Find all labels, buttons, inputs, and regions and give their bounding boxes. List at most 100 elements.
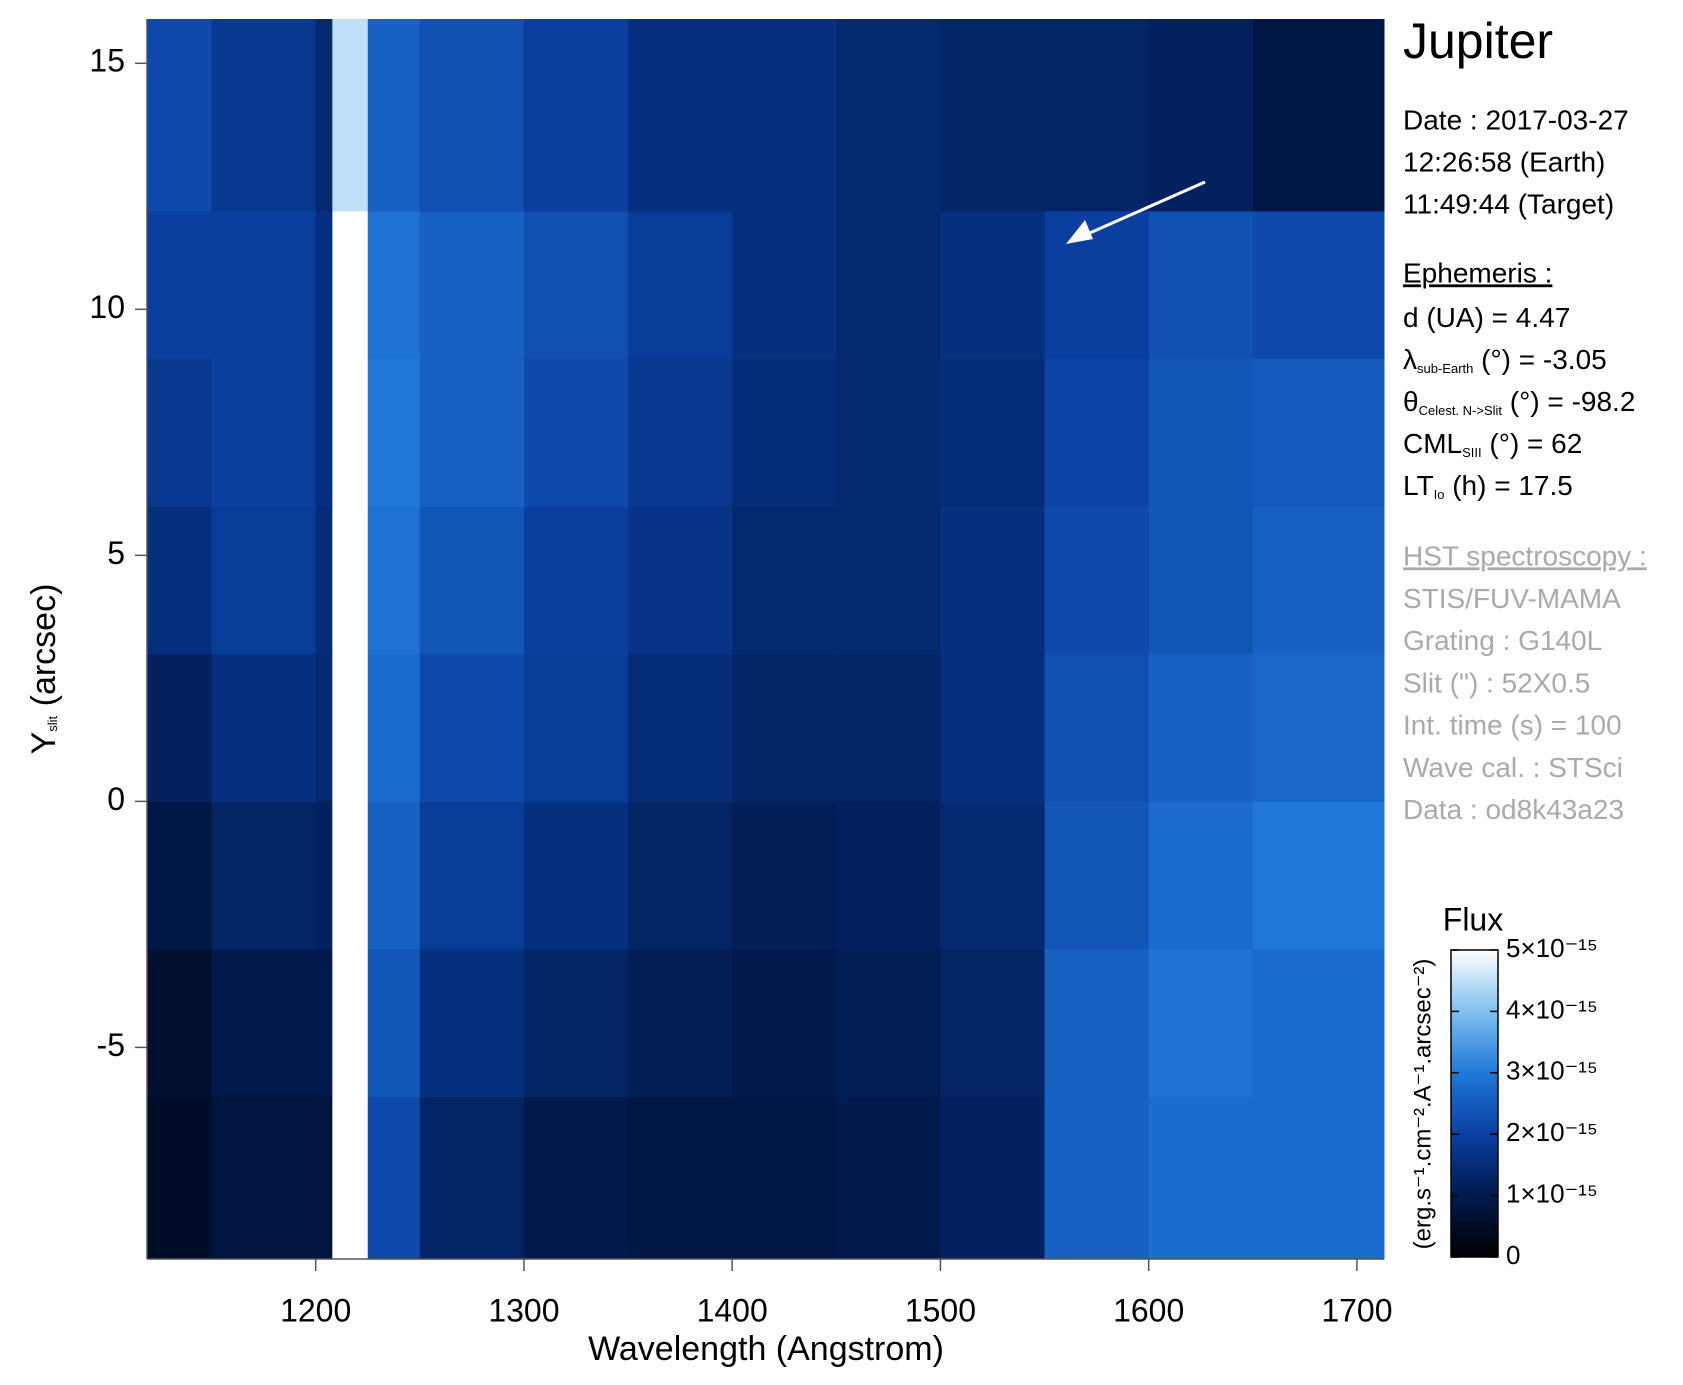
x-axis-title: Wavelength (Angstrom) bbox=[588, 1330, 944, 1368]
heatmap-cell bbox=[315, 210, 333, 360]
heatmap-cell bbox=[1148, 358, 1254, 507]
heatmap-cell bbox=[836, 358, 941, 507]
heatmap-cell bbox=[523, 801, 629, 950]
heatmap-cell bbox=[1252, 210, 1385, 360]
heatmap-cell bbox=[836, 653, 941, 802]
heatmap-cell bbox=[836, 210, 941, 360]
heatmap-cell bbox=[732, 949, 837, 1098]
heatmap-cell bbox=[315, 19, 333, 212]
heatmap-cell bbox=[211, 210, 317, 360]
heatmap-cell bbox=[367, 19, 421, 212]
ephemeris-line-part: d (UA) = 4.47 bbox=[1403, 302, 1570, 333]
heatmap-cell bbox=[1044, 210, 1150, 360]
heatmap-cell bbox=[1148, 210, 1254, 360]
heatmap-cell bbox=[732, 210, 837, 360]
heatmap-cell bbox=[315, 653, 333, 802]
heatmap-cell bbox=[211, 949, 317, 1098]
heatmap-cell bbox=[940, 358, 1046, 507]
y-tick-label: -5 bbox=[97, 1027, 125, 1063]
heatmap-cell bbox=[1148, 19, 1254, 212]
heatmap-cell bbox=[732, 801, 837, 950]
heatmap-cell bbox=[147, 653, 213, 802]
heatmap-cell bbox=[1252, 949, 1385, 1098]
instrument-line: Grating : G140L bbox=[1403, 626, 1602, 657]
colorbar bbox=[1450, 949, 1499, 1258]
heatmap-cell bbox=[1044, 949, 1150, 1098]
heatmap-cell bbox=[367, 358, 421, 507]
heatmap-cell bbox=[732, 1096, 837, 1260]
heatmap-cell bbox=[211, 1096, 317, 1260]
ephemeris-line-part: (°) = 62 bbox=[1482, 428, 1583, 459]
heatmap-cell bbox=[628, 210, 733, 360]
heatmap-cell bbox=[367, 949, 421, 1098]
heatmap-cell bbox=[523, 210, 629, 360]
colorbar-tick-label: 5×10⁻¹⁵ bbox=[1506, 933, 1598, 963]
x-tick-label: 1400 bbox=[697, 1292, 768, 1328]
info-line: 12:26:58 (Earth) bbox=[1403, 146, 1605, 177]
heatmap-cell bbox=[419, 19, 525, 212]
ephemeris-line: LTIo (h) = 17.5 bbox=[1403, 470, 1573, 502]
heatmap-cell bbox=[211, 506, 317, 655]
ephemeris-line-part: (°) = -3.05 bbox=[1473, 344, 1606, 375]
heatmap-cell bbox=[1044, 1096, 1150, 1260]
y-tick-label: 0 bbox=[107, 781, 125, 817]
instrument-line-part: Data : od8k43a23 bbox=[1403, 794, 1624, 825]
instrument-line-part: Int. time (s) = 100 bbox=[1403, 710, 1622, 741]
colorbar-tick-label: 1×10⁻¹⁵ bbox=[1506, 1178, 1598, 1208]
heatmap-cell bbox=[836, 506, 941, 655]
heatmap-cell bbox=[419, 506, 525, 655]
heatmap-cell bbox=[367, 1096, 421, 1260]
ephemeris-line-part: Io bbox=[1434, 487, 1445, 502]
x-tick-label: 1600 bbox=[1113, 1292, 1184, 1328]
colorbar-tick-label: 3×10⁻¹⁵ bbox=[1506, 1056, 1598, 1086]
y-tick-label: 10 bbox=[89, 289, 125, 325]
heatmap-cell bbox=[211, 653, 317, 802]
colorbar-tick-label: 4×10⁻¹⁵ bbox=[1506, 994, 1598, 1024]
instrument-header: HST spectroscopy : bbox=[1403, 540, 1647, 571]
heatmap-cell bbox=[1252, 19, 1385, 212]
heatmap-cell bbox=[628, 1096, 733, 1260]
instrument-line: Wave cal. : STSci bbox=[1403, 752, 1623, 783]
instrument-line: Slit (") : 52X0.5 bbox=[1403, 668, 1590, 699]
heatmap-cell bbox=[732, 358, 837, 507]
heatmap-cell bbox=[332, 210, 369, 360]
info-line: 11:49:44 (Target) bbox=[1403, 188, 1614, 219]
colorbar-label: (erg.s⁻¹.cm⁻².A⁻¹.arcsec⁻²) bbox=[1409, 959, 1436, 1250]
heatmap-cell bbox=[367, 653, 421, 802]
heatmap-cell bbox=[1252, 801, 1385, 950]
ephemeris-line-part: θ bbox=[1403, 386, 1419, 417]
heatmap-cell bbox=[1044, 358, 1150, 507]
heatmap-cell bbox=[836, 1096, 941, 1260]
heatmap-cell bbox=[211, 358, 317, 507]
annotation-arrowhead bbox=[1066, 220, 1093, 244]
colorbar-tick-label: 0 bbox=[1506, 1240, 1520, 1270]
heatmap-cell bbox=[419, 358, 525, 507]
instrument-line: Int. time (s) = 100 bbox=[1403, 710, 1622, 741]
heatmap-cell bbox=[1044, 653, 1150, 802]
heatmap-cell bbox=[147, 19, 213, 212]
heatmap-cell bbox=[523, 949, 629, 1098]
ephemeris-line-part: sub-Earth bbox=[1417, 361, 1473, 376]
heatmap-cell bbox=[315, 801, 333, 950]
instrument-line: Data : od8k43a23 bbox=[1403, 794, 1624, 825]
heatmap-cell bbox=[367, 801, 421, 950]
heatmap-cell bbox=[332, 653, 369, 802]
heatmap-cell bbox=[367, 210, 421, 360]
chart-title: Jupiter bbox=[1403, 13, 1553, 69]
heatmap-cell bbox=[940, 19, 1046, 212]
annotation-arrow bbox=[1082, 180, 1206, 238]
heatmap-cell bbox=[523, 653, 629, 802]
ephemeris-line-part: Celest. N->Slit bbox=[1419, 403, 1503, 418]
instrument-line-part: Wave cal. : STSci bbox=[1403, 752, 1623, 783]
heatmap-cell bbox=[940, 653, 1046, 802]
heatmap-cell bbox=[315, 949, 333, 1098]
heatmap-cell bbox=[523, 19, 629, 212]
ephemeris-line: CMLSIII (°) = 62 bbox=[1403, 428, 1582, 460]
ephemeris-line: θCelest. N->Slit (°) = -98.2 bbox=[1403, 386, 1635, 418]
ephemeris-line-part: λ bbox=[1403, 344, 1417, 375]
instrument-line-part: STIS/FUV-MAMA bbox=[1403, 583, 1621, 614]
instrument-line: STIS/FUV-MAMA bbox=[1403, 583, 1621, 614]
instrument-line-part: Grating : G140L bbox=[1403, 626, 1602, 657]
heatmap-cell bbox=[211, 801, 317, 950]
